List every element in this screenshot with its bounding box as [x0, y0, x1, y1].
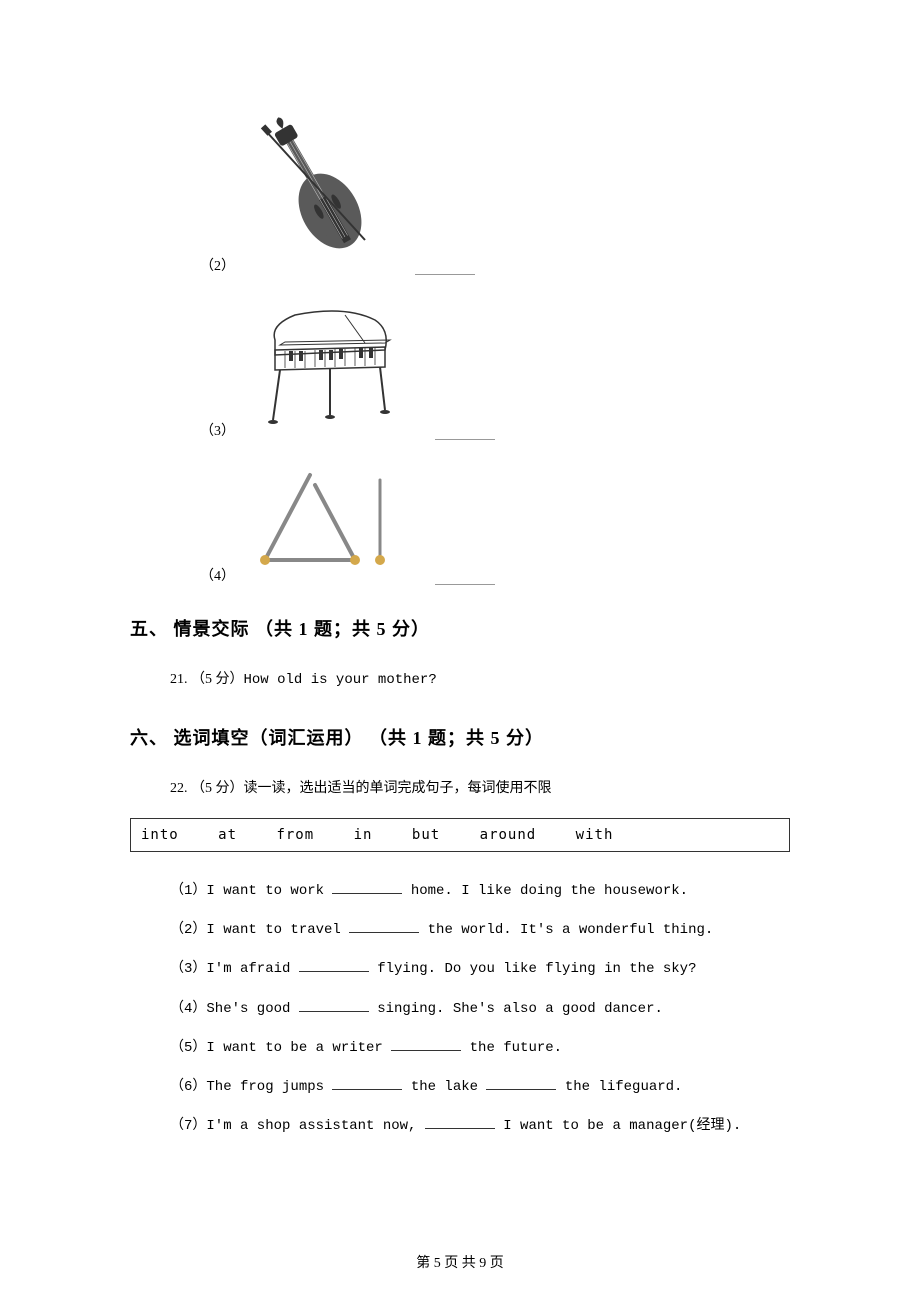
sub-question-2: （2）I want to travel the world. It's a wo… [170, 911, 790, 950]
word-7: with [576, 827, 614, 843]
word-1: into [141, 827, 179, 843]
blank-3[interactable] [299, 971, 369, 972]
sub7-a: （7）I'm a shop assistant now, [170, 1118, 425, 1134]
sub3-b: flying. Do you like flying in the sky? [369, 961, 697, 977]
q21-text: How old is your mother? [244, 672, 437, 688]
blank-7[interactable] [425, 1128, 495, 1129]
sub6-a: （6）The frog jumps [170, 1079, 332, 1095]
blank-5[interactable] [391, 1050, 461, 1051]
sub7-b: I want to be a manager(经理). [495, 1118, 741, 1134]
item-number-4: （4） [200, 565, 235, 585]
sub2-a: （2）I want to travel [170, 922, 349, 938]
image-item-4: （4） [200, 460, 790, 585]
sub5-b: the future. [461, 1040, 562, 1056]
sub3-a: （3）I'm afraid [170, 961, 299, 977]
sub-question-1: （1）I want to work home. I like doing the… [170, 872, 790, 911]
word-6: around [480, 827, 537, 843]
question-21: 21. （5 分）How old is your mother? [170, 666, 790, 694]
triangle-icon [245, 460, 405, 585]
sub1-a: （1）I want to work [170, 883, 332, 899]
sub-question-4: （4）She's good singing. She's also a good… [170, 990, 790, 1029]
blank-6b[interactable] [486, 1089, 556, 1090]
word-4: in [354, 827, 373, 843]
word-5: but [412, 827, 440, 843]
word-3: from [276, 827, 314, 843]
blank-4[interactable] [299, 1011, 369, 1012]
item-number-2: （2） [200, 255, 235, 275]
section-6-heading: 六、 选词填空（词汇运用） （共 1 题；共 5 分） [130, 724, 790, 750]
word-2: at [218, 827, 237, 843]
sub4-a: （4）She's good [170, 1001, 299, 1017]
page-content: （2） [0, 0, 920, 1186]
piano-icon [245, 295, 405, 440]
q21-prefix: 21. （5 分） [170, 672, 244, 687]
section-5-heading: 五、 情景交际 （共 1 题；共 5 分） [130, 615, 790, 641]
answer-blank-2[interactable] [415, 274, 475, 275]
image-item-3: （3） [200, 295, 790, 440]
item-number-3: （3） [200, 420, 235, 440]
page-footer: 第 5 页 共 9 页 [0, 1252, 920, 1272]
sub6-c: the lifeguard. [556, 1079, 682, 1095]
answer-blank-4[interactable] [435, 584, 495, 585]
word-bank: into at from in but around with [130, 818, 790, 852]
blank-1[interactable] [332, 893, 402, 894]
answer-blank-3[interactable] [435, 439, 495, 440]
q22-text: 读一读，选出适当的单词完成句子，每词使用不限 [244, 781, 552, 796]
sub6-b: the lake [402, 1079, 486, 1095]
sub-question-6: （6）The frog jumps the lake the lifeguard… [170, 1068, 790, 1107]
image-item-2: （2） [200, 100, 790, 275]
blank-6a[interactable] [332, 1089, 402, 1090]
sub1-b: home. I like doing the housework. [402, 883, 688, 899]
violin-icon [245, 100, 385, 275]
sub5-a: （5）I want to be a writer [170, 1040, 391, 1056]
sub-question-5: （5）I want to be a writer the future. [170, 1029, 790, 1068]
sub-question-3: （3）I'm afraid flying. Do you like flying… [170, 950, 790, 989]
q22-prefix: 22. （5 分） [170, 781, 244, 796]
sub-question-7: （7）I'm a shop assistant now, I want to b… [170, 1107, 790, 1146]
blank-2[interactable] [349, 932, 419, 933]
question-22: 22. （5 分）读一读，选出适当的单词完成句子，每词使用不限 [170, 775, 790, 803]
sub2-b: the world. It's a wonderful thing. [419, 922, 713, 938]
sub4-b: singing. She's also a good dancer. [369, 1001, 663, 1017]
